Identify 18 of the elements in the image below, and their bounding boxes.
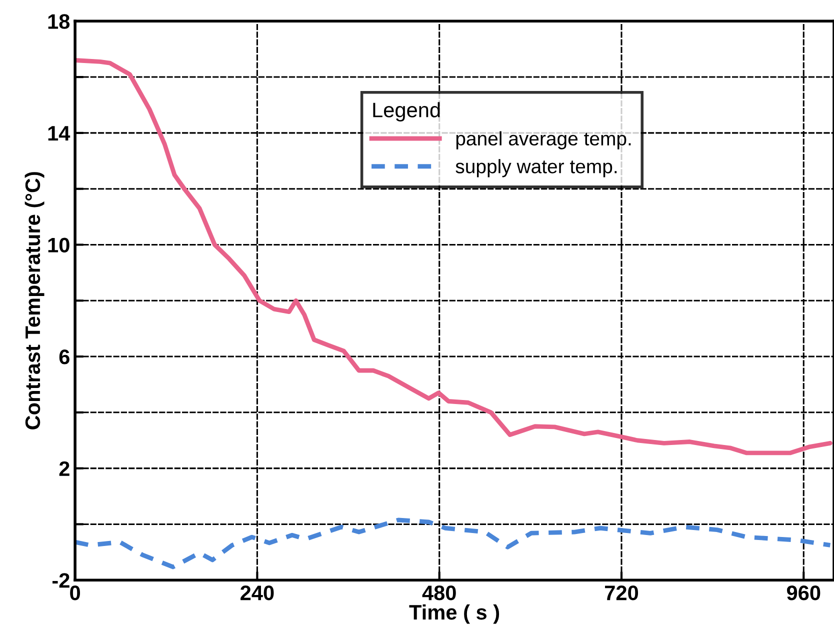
line-series [75,518,832,570]
y-tick-label: 14 [48,126,70,140]
legend-label: panel average temp. [456,131,631,150]
y-tick-label: 6 [59,350,70,364]
y-tick-label: 10 [48,238,70,252]
x-tick-label: 0 [70,586,80,600]
x-axis-title: Time ( s ) [409,604,500,624]
line-series [75,58,832,456]
y-tick-label: 18 [48,14,70,29]
x-tick-label: 720 [605,586,638,600]
y-tick-label: 2 [59,461,70,476]
x-tick-label: 480 [422,586,456,600]
x-tick-label: 240 [240,586,274,600]
legend-label: supply water temp. [456,159,617,178]
x-tick-label: 960 [786,586,820,600]
legend-title: Legend [373,102,440,122]
y-axis-title: Contrast Temperature (°C) [24,172,44,430]
y-tick-label: -2 [52,573,70,588]
